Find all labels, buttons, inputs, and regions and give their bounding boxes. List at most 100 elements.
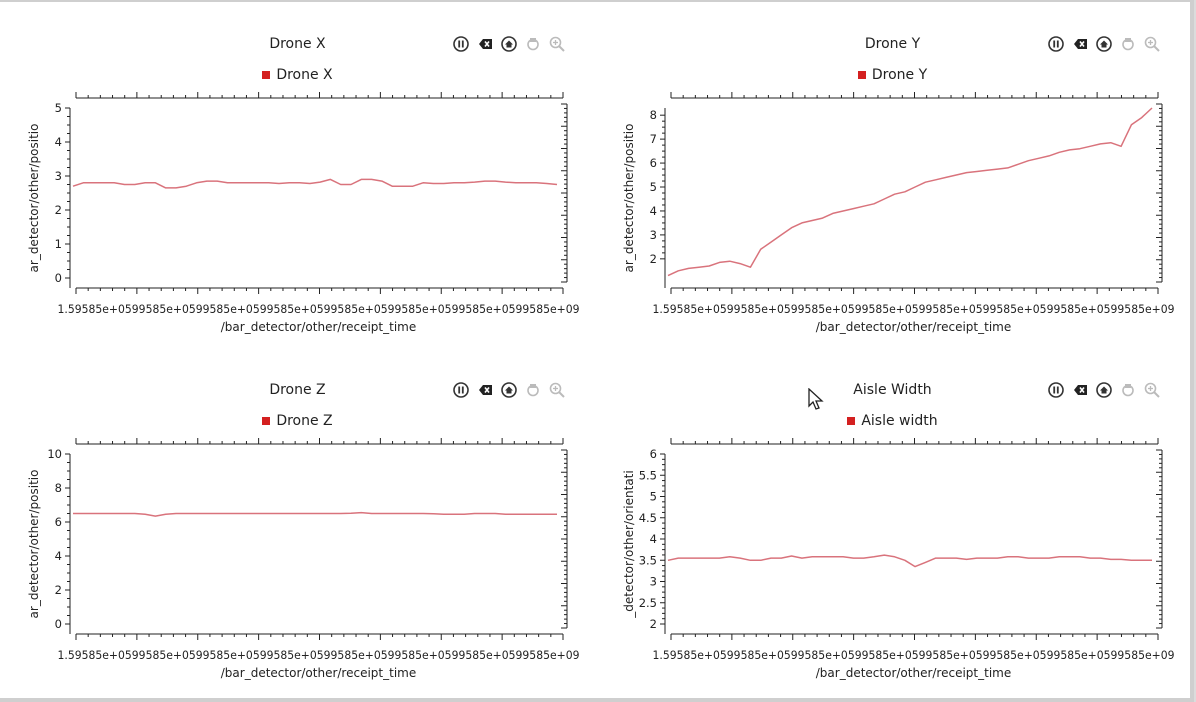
y-tick-label: 4 <box>55 549 62 563</box>
zoom-button[interactable] <box>548 381 566 399</box>
y-tick-label: 2.5 <box>639 596 657 610</box>
plot-panel-aisle-width: Aisle Width Aisle width 2 2.5 3 3.5 4 4.5 5 5.5… <box>595 356 1190 702</box>
series-line-drone-y <box>667 107 1153 277</box>
y-tick-label: 7 <box>650 132 657 146</box>
y-axis-title: ar_detector/other/positio <box>622 124 636 273</box>
zoom-button[interactable] <box>1143 35 1161 53</box>
x-tick-labels: 1.59585e+0599585e+0599585e+0599585e+0599… <box>653 302 1175 316</box>
legend-swatch <box>847 417 856 425</box>
pan-button[interactable] <box>1119 381 1137 399</box>
zoom-button[interactable] <box>1143 381 1161 399</box>
zoom-icon <box>549 382 565 398</box>
y-tick-label: 6 <box>650 447 657 461</box>
pan-button[interactable] <box>1119 35 1137 53</box>
home-icon <box>501 382 517 398</box>
chart-svg[interactable]: 0 1 2 3 4 5 1.59585e+0599585e+0599585e+0599585… <box>0 10 595 356</box>
home-button[interactable] <box>1095 381 1113 399</box>
pause-button[interactable] <box>1047 381 1065 399</box>
y-tick-label: 2 <box>650 252 657 266</box>
y-tick-label: 5.5 <box>639 468 657 482</box>
clear-icon <box>1074 39 1087 49</box>
plot-panel-drone-x: Drone X Drone X 0 1 2 3 4 5 1.59585e+0599585e+… <box>0 10 595 356</box>
pan-button[interactable] <box>524 35 542 53</box>
chart-svg[interactable]: 0 2 4 6 8 10 1.59585e+0599585e+0599585e+059958… <box>0 356 595 702</box>
y-tick-label: 8 <box>650 108 657 122</box>
clear-icon <box>479 385 492 395</box>
y-tick-label: 0 <box>55 271 62 285</box>
zoom-button[interactable] <box>548 35 566 53</box>
x-tick-labels: 1.59585e+0599585e+0599585e+0599585e+0599… <box>58 302 580 316</box>
home-icon <box>1096 36 1112 52</box>
pause-icon <box>453 36 469 52</box>
plot-toolbar <box>1047 35 1161 53</box>
zoom-icon <box>1144 36 1160 52</box>
y-tick-label: 6 <box>55 515 62 529</box>
pan-button[interactable] <box>524 381 542 399</box>
pause-button[interactable] <box>452 35 470 53</box>
home-icon <box>501 36 517 52</box>
plot-toolbar <box>452 35 566 53</box>
legend: Drone X <box>0 67 595 83</box>
series-line-aisle-width <box>667 554 1152 568</box>
zoom-icon <box>549 36 565 52</box>
home-button[interactable] <box>1095 35 1113 53</box>
series-line-drone-z <box>73 511 557 517</box>
pan-icon <box>1122 38 1134 51</box>
y-axis-title: _detector/other/orientati <box>622 470 636 618</box>
home-button[interactable] <box>500 381 518 399</box>
legend: Drone Z <box>0 413 595 429</box>
zoom-icon <box>1144 382 1160 398</box>
clear-icon <box>479 39 492 49</box>
y-tick-label: 4 <box>650 532 657 546</box>
plot-toolbar <box>452 381 566 399</box>
y-tick-label: 2 <box>55 203 62 217</box>
pan-icon <box>527 384 539 397</box>
legend-swatch <box>262 417 271 425</box>
plot-title: Drone Z <box>269 382 326 398</box>
pause-icon <box>1048 382 1064 398</box>
x-axis-title: /bar_detector/other/receipt_time <box>221 666 416 680</box>
y-tick-label: 4.5 <box>639 511 657 525</box>
y-tick-label: 3 <box>55 169 62 183</box>
y-tick-label: 5 <box>55 101 62 115</box>
pause-button[interactable] <box>452 381 470 399</box>
home-icon <box>1096 382 1112 398</box>
clear-button[interactable] <box>476 381 494 399</box>
legend-swatch <box>262 71 271 79</box>
clear-button[interactable] <box>1071 35 1089 53</box>
chart-svg[interactable]: 2 3 4 5 6 7 8 1.59585e+0599585e+0599585e+059958… <box>595 10 1190 356</box>
plot-title: Aisle Width <box>853 382 932 398</box>
clear-icon <box>1074 385 1087 395</box>
pause-button[interactable] <box>1047 35 1065 53</box>
y-tick-label: 0 <box>55 617 62 631</box>
x-tick-labels: 1.59585e+0599585e+0599585e+0599585e+0599… <box>58 648 580 662</box>
y-tick-label: 8 <box>55 481 62 495</box>
pause-icon <box>1048 36 1064 52</box>
clear-button[interactable] <box>1071 381 1089 399</box>
plot-panel-drone-y: Drone Y Drone Y 2 3 4 5 6 7 8 1.59585e+0599585e… <box>595 10 1190 356</box>
chart-svg[interactable]: 2 2.5 3 3.5 4 4.5 5 5.5 6 1.59585e+0599585e+05995… <box>595 356 1190 702</box>
plot-toolbar <box>1047 381 1161 399</box>
x-tick-labels: 1.59585e+0599585e+0599585e+0599585e+0599… <box>653 648 1175 662</box>
legend: Drone Y <box>595 67 1190 83</box>
y-axis-title: ar_detector/other/positio <box>27 124 41 273</box>
clear-button[interactable] <box>476 35 494 53</box>
pause-icon <box>453 382 469 398</box>
y-tick-label: 5 <box>650 490 657 504</box>
x-axis-title: /bar_detector/other/receipt_time <box>221 320 416 334</box>
y-tick-label: 2 <box>650 617 657 631</box>
x-axis-title: /bar_detector/other/receipt_time <box>816 666 1011 680</box>
home-button[interactable] <box>500 35 518 53</box>
y-tick-label: 5 <box>650 180 657 194</box>
legend-label: Drone X <box>276 67 333 83</box>
y-tick-label: 2 <box>55 583 62 597</box>
pan-icon <box>1122 384 1134 397</box>
y-tick-label: 3.5 <box>639 553 657 567</box>
y-tick-label: 3 <box>650 228 657 242</box>
y-tick-label: 6 <box>650 156 657 170</box>
y-tick-label: 1 <box>55 237 62 251</box>
mouse-cursor-icon <box>808 388 824 410</box>
legend-label: Drone Z <box>276 413 333 429</box>
legend: Aisle width <box>595 413 1190 429</box>
